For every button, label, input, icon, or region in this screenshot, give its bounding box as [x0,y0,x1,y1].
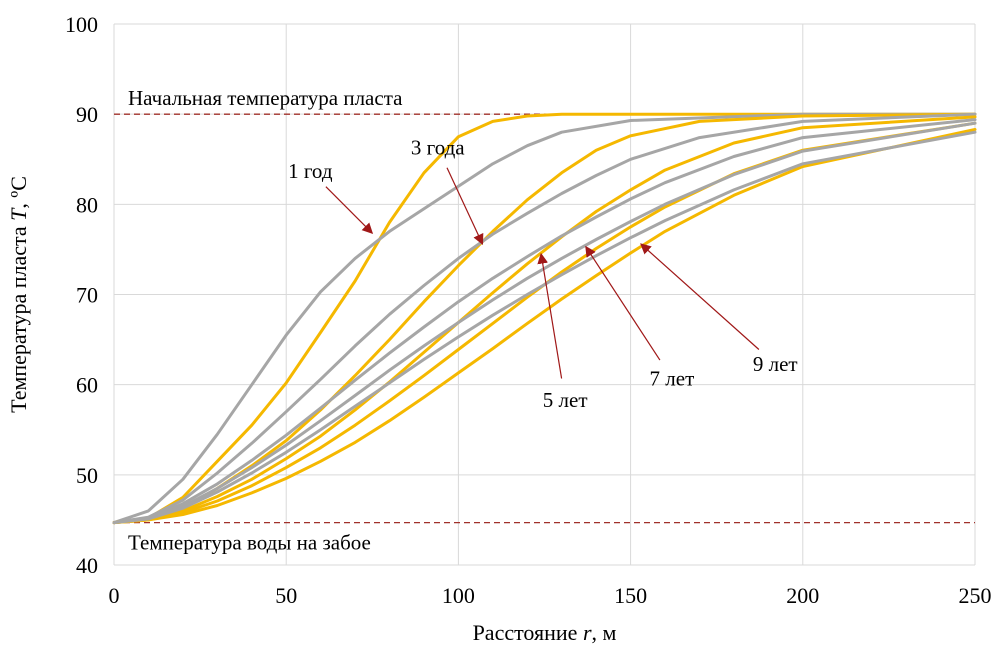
x-tick-label: 0 [109,583,120,608]
series-line-1 [112,112,977,525]
x-tick-label: 150 [614,583,647,608]
y-axis-title-prefix: Температура пласта [6,221,31,413]
y-tick-label: 100 [65,12,98,37]
series-line-5 [112,115,977,525]
annotation-arrow [640,243,760,350]
series-lines [112,112,977,525]
x-tick-label: 100 [442,583,475,608]
y-tick-label: 80 [76,192,98,217]
series-line-8 [112,121,977,525]
annotation-arrow [537,252,563,379]
y-axis-title-suffix: , ºС [6,176,31,209]
series-line-4 [112,112,977,525]
annotation-label: 3 года [411,136,465,160]
y-tick-label: 60 [76,373,98,398]
series-line-2 [112,112,977,525]
annotation-label: 7 лет [650,367,695,391]
x-axis-title-variable: r [583,620,592,645]
x-axis-title-suffix: , м [592,620,617,645]
series-line-10 [112,130,977,525]
annotation-arrow [446,167,484,245]
annotation-arrow [325,186,374,234]
annotations: 1 год 3 года 5 лет 7 лет 9 лет [288,136,798,412]
y-tick-label: 90 [76,102,98,127]
tick-labels: 0 50 100 150 200 250 40 50 60 70 80 90 100 [65,12,992,608]
y-tick-label: 40 [76,553,98,578]
reference-line-label: Начальная температура пласта [128,86,403,110]
annotation-arrow [585,245,661,361]
x-axis-title-prefix: Расстояние [473,620,583,645]
annotation-label: 9 лет [753,352,798,376]
series-line-9 [112,128,977,525]
annotation-label: 1 год [288,159,333,183]
y-axis-title: Температура пласта T, ºС [6,176,31,413]
x-axis-title: Расстояние r, м [473,620,617,645]
series-line-7 [112,121,977,525]
y-tick-label: 70 [76,283,98,308]
y-tick-label: 50 [76,463,98,488]
y-axis-title-variable: T [6,207,31,221]
series-line-3 [112,112,977,525]
series-line-6 [112,118,977,525]
x-tick-label: 250 [959,583,992,608]
x-tick-label: 200 [786,583,819,608]
annotation-label: 5 лет [543,388,588,412]
reference-line-label: Температура воды на забое [128,531,371,555]
x-tick-label: 50 [275,583,297,608]
